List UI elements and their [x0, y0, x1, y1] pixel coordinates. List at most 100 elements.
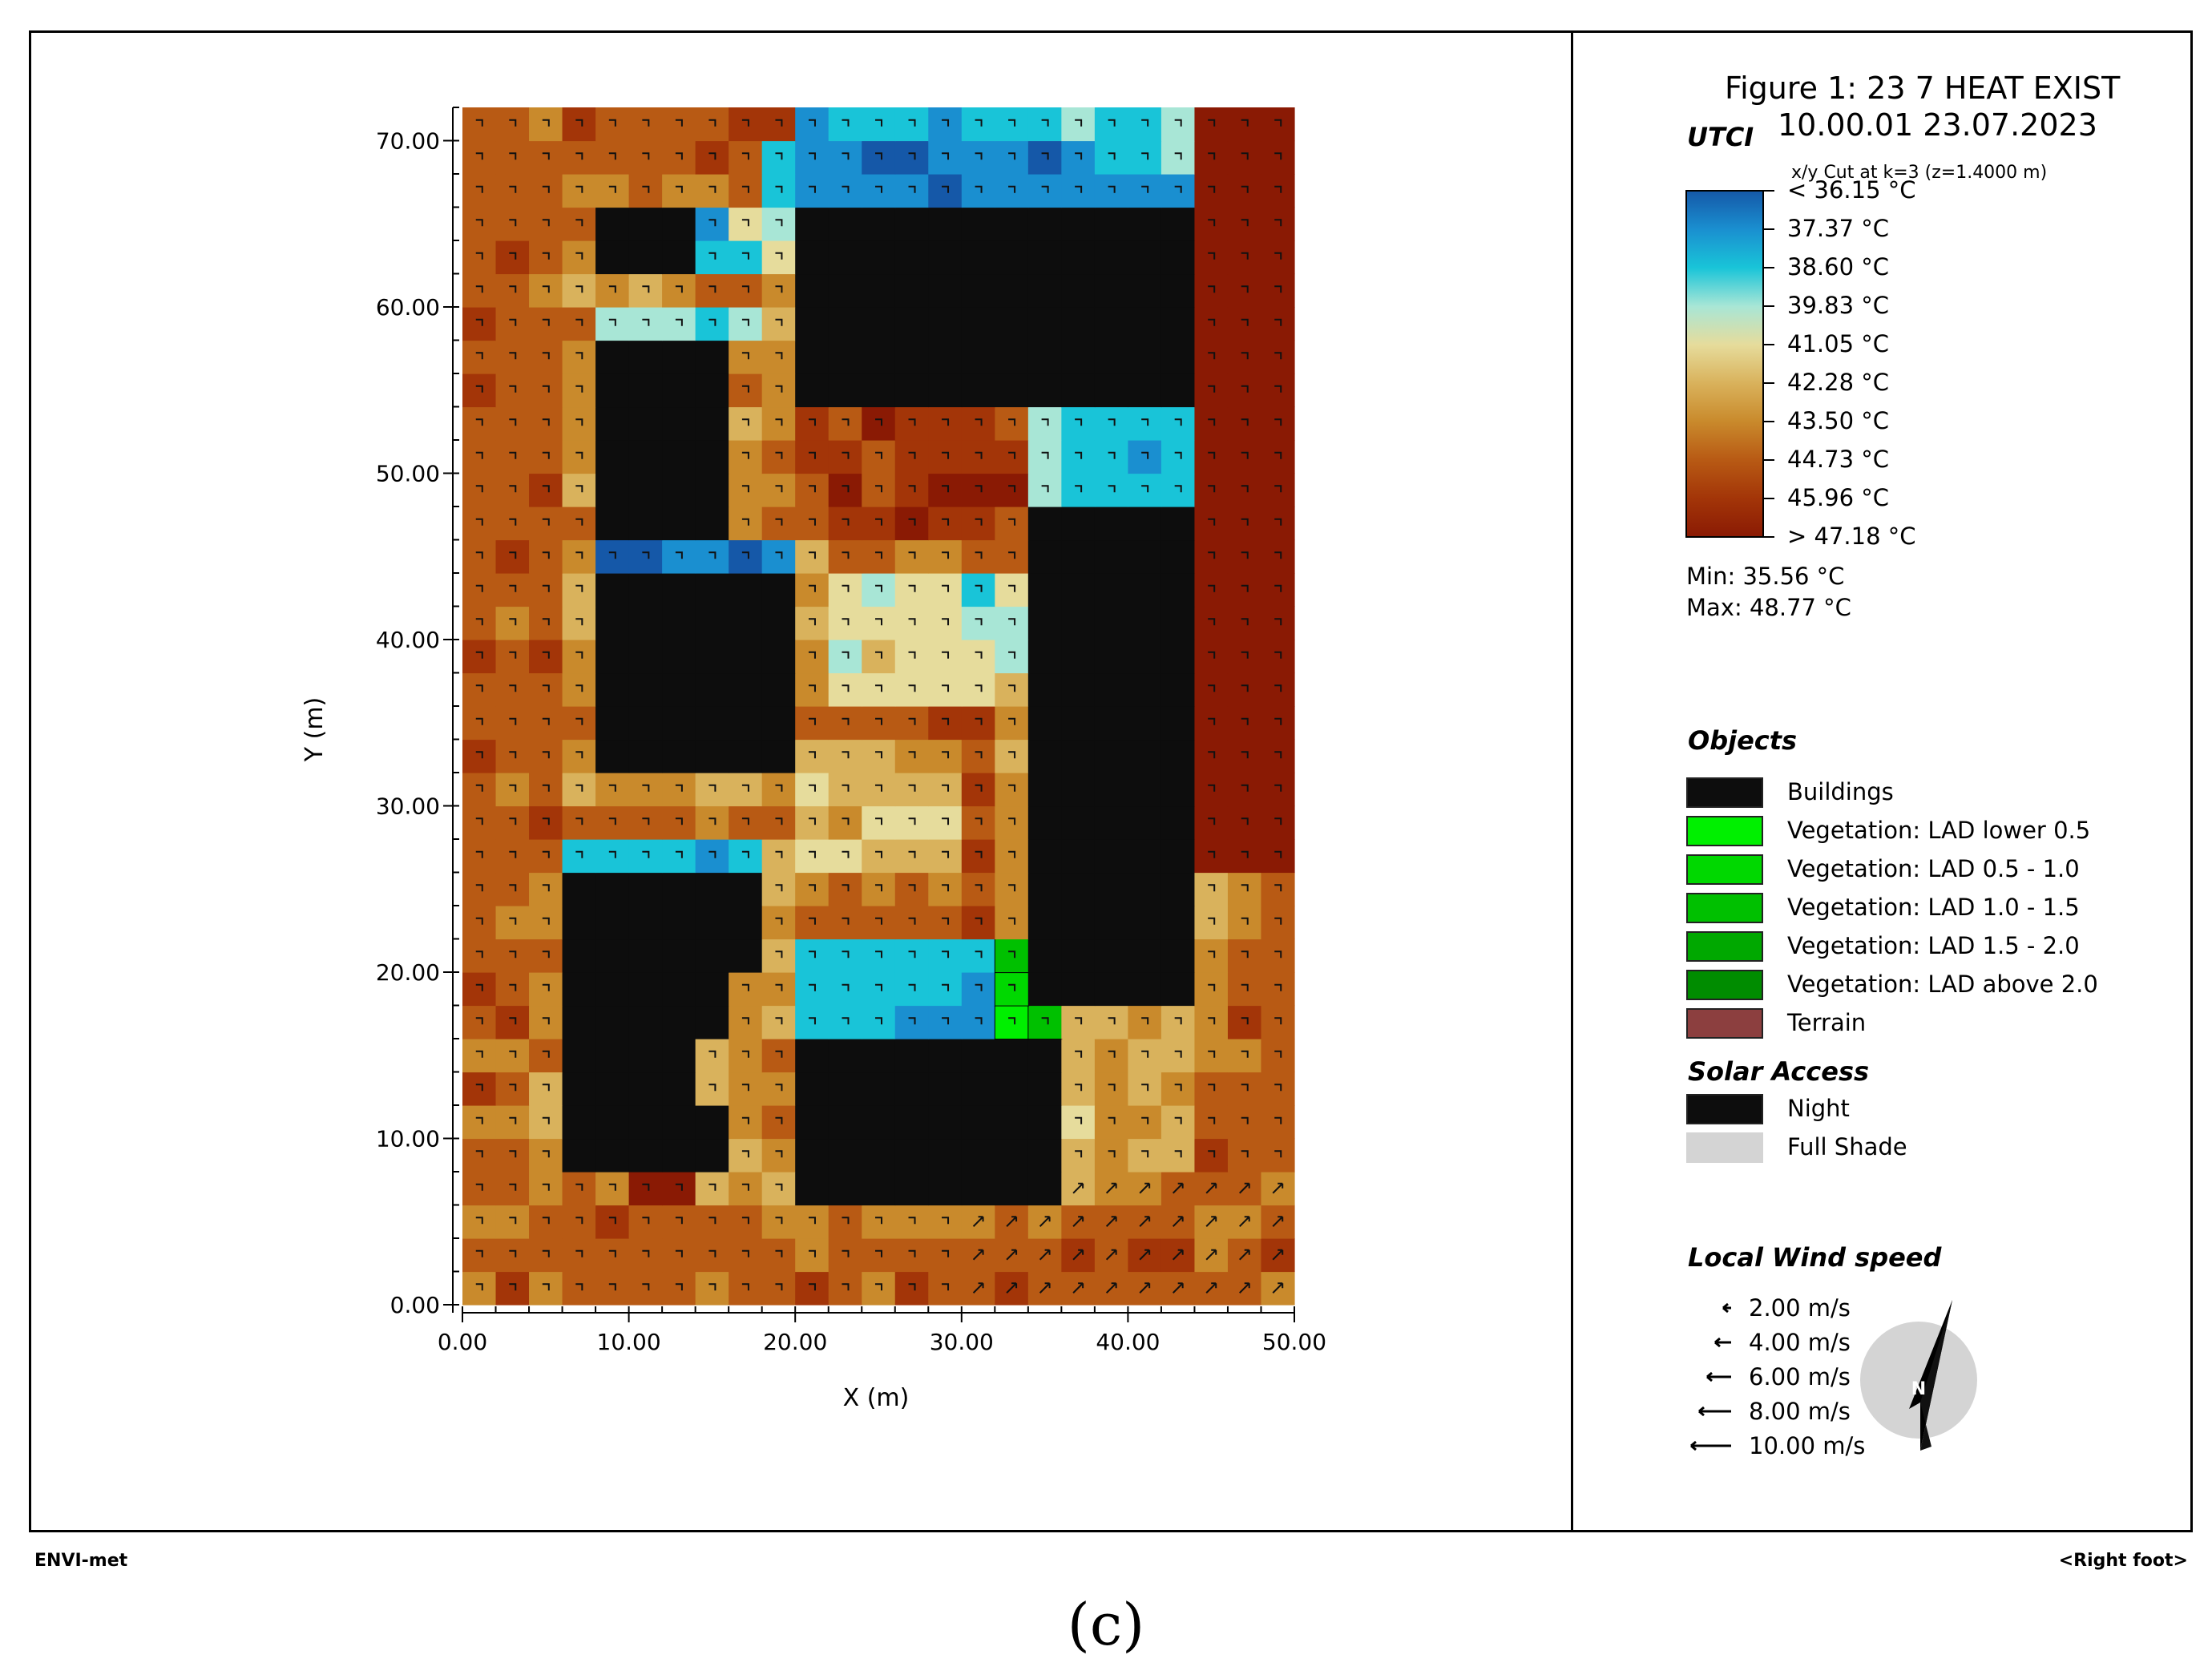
- utci-cell: [928, 672, 963, 707]
- utci-cell: [1227, 906, 1262, 940]
- building-cell: [628, 1138, 663, 1172]
- utci-cell: [961, 706, 995, 741]
- wind-arrow: [908, 717, 916, 725]
- building-cell: [795, 1138, 830, 1172]
- wind-arrow: [475, 219, 483, 227]
- utci-cell: [862, 539, 896, 574]
- building-cell: [961, 373, 995, 408]
- building-cell: [595, 1072, 630, 1106]
- utci-cell: [828, 507, 862, 541]
- utci-cell: [1160, 406, 1196, 441]
- wind-arrow: [908, 1283, 916, 1291]
- building-cell: [894, 1072, 929, 1106]
- building-cell: [1160, 373, 1196, 408]
- utci-cell: [862, 972, 896, 1007]
- wind-arrow: [942, 1017, 950, 1025]
- wind-speed-label: 8.00 m/s: [1749, 1398, 1851, 1425]
- utci-cell: [462, 406, 497, 441]
- utci-cell: [729, 340, 763, 374]
- utci-cell: [695, 174, 729, 208]
- utci-cell: [995, 640, 1029, 674]
- utci-cell: [495, 140, 530, 175]
- objects-item-swatch: [1686, 893, 1763, 923]
- building-cell: [628, 606, 663, 640]
- wind-arrow: [1008, 751, 1016, 759]
- utci-cell: [695, 539, 729, 574]
- utci-cell: [1261, 273, 1295, 308]
- wind-arrow: [741, 385, 749, 393]
- utci-cell: [862, 706, 896, 741]
- wind-arrow: [875, 1249, 882, 1257]
- utci-cell: [761, 440, 796, 474]
- utci-cell: [1094, 1039, 1128, 1073]
- utci-cell: [1227, 473, 1262, 507]
- utci-cell: [628, 1205, 663, 1239]
- wind-arrow: [1108, 1116, 1116, 1124]
- wind-arrow: [575, 1217, 583, 1225]
- utci-cell: [595, 107, 630, 142]
- wind-arrow: [1008, 485, 1016, 493]
- objects-item-label: Vegetation: LAD above 2.0: [1787, 971, 2098, 998]
- utci-cell: [495, 240, 530, 275]
- utci-cell: [529, 1271, 563, 1306]
- utci-cell: [1261, 672, 1295, 707]
- wind-arrow: [1205, 1282, 1217, 1294]
- building-cell: [1027, 805, 1062, 840]
- wind-arrow: [1108, 119, 1116, 127]
- utci-cell: [961, 938, 995, 973]
- objects-item-label: Vegetation: LAD 0.5 - 1.0: [1787, 855, 2080, 882]
- wind-arrow: [1241, 884, 1249, 892]
- wind-arrow: [975, 451, 983, 459]
- utci-cell: [595, 773, 630, 807]
- utci-cell: [795, 573, 830, 607]
- utci-cell: [495, 706, 530, 741]
- utci-cell: [729, 1138, 763, 1172]
- utci-cell: [462, 805, 497, 840]
- utci-cell: [495, 440, 530, 474]
- utci-cell: [995, 906, 1029, 940]
- wind-arrow: [1108, 451, 1116, 459]
- utci-cell: [529, 473, 563, 507]
- utci-cell: [1128, 406, 1162, 441]
- utci-cell: [529, 174, 563, 208]
- wind-arrow: [1241, 850, 1249, 858]
- utci-cell: [729, 773, 763, 807]
- utci-cell: [495, 938, 530, 973]
- wind-arrow: [575, 551, 583, 559]
- wind-arrow: [808, 850, 816, 858]
- wind-arrow: [875, 850, 882, 858]
- wind-arrow: [875, 817, 882, 825]
- objects-item-swatch: [1686, 777, 1763, 808]
- wind-arrow: [542, 817, 550, 825]
- y-tick-label: 60.00: [376, 294, 440, 321]
- wind-arrow: [542, 485, 550, 493]
- utci-cell: [462, 906, 497, 940]
- y-tick-label: 30.00: [376, 793, 440, 820]
- building-cell: [1094, 938, 1128, 973]
- utci-cell: [529, 640, 563, 674]
- building-cell: [1061, 573, 1096, 607]
- wind-arrow: [542, 152, 550, 160]
- colorbar-label: 42.28 °C: [1787, 369, 1889, 396]
- wind-arrow: [942, 185, 950, 193]
- utci-cell: [662, 307, 696, 341]
- building-cell: [662, 573, 696, 607]
- utci-cell: [1227, 107, 1262, 142]
- wind-arrow: [1108, 485, 1116, 493]
- utci-cell: [462, 640, 497, 674]
- utci-cell: [795, 672, 830, 707]
- building-cell: [695, 640, 729, 674]
- wind-arrow: [975, 152, 983, 160]
- wind-arrow: [741, 817, 749, 825]
- building-cell: [894, 1039, 929, 1073]
- wind-arrow: [1141, 1050, 1149, 1058]
- utci-cell: [1261, 1138, 1295, 1172]
- utci-cell: [1261, 473, 1295, 507]
- wind-arrow: [1174, 485, 1182, 493]
- building-cell: [628, 1072, 663, 1106]
- utci-cell: [529, 1005, 563, 1039]
- building-cell: [729, 739, 763, 773]
- building-cell: [595, 1039, 630, 1073]
- wind-arrow: [1039, 1282, 1051, 1294]
- utci-cell: [894, 440, 929, 474]
